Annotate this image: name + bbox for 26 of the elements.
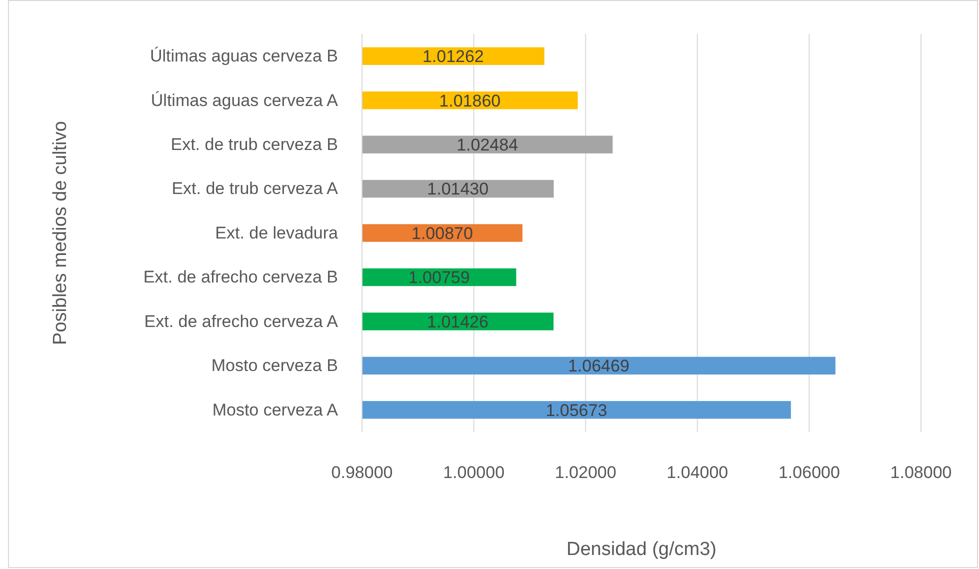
y-tick-label: Ext. de levadura [215,223,339,242]
data-label: 1.00759 [408,268,470,288]
y-tick-label: Ext. de trub cerveza B [170,134,338,154]
x-tick-label: 1.06000 [778,463,840,482]
y-tick-label: Mosto cerveza A [212,400,339,420]
y-tick-label: Ext. de afrecho cerveza B [143,268,338,287]
x-tick-label: 1.00000 [443,463,505,482]
data-label: 1.05673 [546,400,608,420]
y-tick-label: Mosto cerveza B [211,356,338,376]
x-tick-label: 0.98000 [331,463,393,482]
y-tick-label: Últimas aguas cerveza A [150,90,339,110]
y-tick-label: Ext. de afrecho cerveza A [144,312,339,331]
y-tick-label: Ext. de trub cerveza A [172,179,339,198]
data-label: 1.02484 [456,136,518,155]
data-label: 1.01426 [427,312,488,332]
x-tick-label: 1.02000 [554,463,616,482]
x-tick-label: 1.04000 [666,463,728,482]
x-axis-title: Densidad (g/cm3) [566,539,716,560]
y-axis-title: Posibles medios de cultivo [50,121,71,345]
x-tick-label: 1.08000 [890,463,952,482]
data-label: 1.01430 [427,180,489,199]
data-label: 1.01262 [422,47,484,66]
y-tick-label: Últimas aguas cerveza B [150,46,338,66]
data-label: 1.00870 [411,224,473,243]
data-label: 1.01860 [439,91,501,110]
data-label: 1.06469 [568,356,630,376]
